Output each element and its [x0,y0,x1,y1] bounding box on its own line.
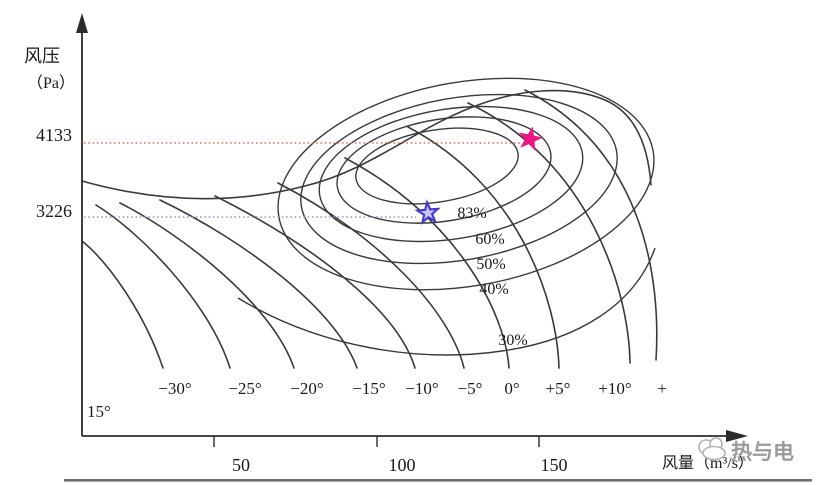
curve-minus-10 [214,195,416,369]
x-tick-label-50: 50 [232,455,250,475]
curve-plus-5 [407,126,560,369]
angle-label-minus-30: −30° [158,379,191,398]
blade-angle-labels: −30° −25° −20° −15° −10° −5° 0° +5° +10°… [87,379,667,421]
y-axis-unit: （Pa） [27,74,75,92]
curve-minus-20 [119,202,295,369]
label-50-percent: 50% [476,256,505,273]
bottom-divider [64,479,812,482]
y-axis-title: 风压 [24,46,60,66]
angle-label-plus-10: +10° [598,379,631,398]
contour-30 [237,247,656,356]
curve-minus-30 [81,240,164,369]
angle-label-15-wrapped: 15° [87,402,111,421]
y-value-4133: 4133 [36,125,72,145]
angle-label-minus-20: −20° [290,379,323,398]
angle-label-plus-5: +5° [546,379,571,398]
contour-50 [318,105,584,243]
curve-minus-15 [159,199,358,369]
angle-label-minus-10: −10° [405,379,438,398]
watermark: 热与电 [698,437,794,464]
angle-label-minus-15: −15° [352,379,385,398]
angle-label-0: 0° [504,379,519,398]
efficiency-contours [237,77,656,356]
x-axis-arrow-icon [726,430,748,442]
blade-angle-curves [81,89,658,369]
curve-minus-25 [95,204,231,369]
curve-minus-5 [277,182,465,369]
y-axis-arrow-icon [76,13,88,33]
curve-plus-15 [524,89,658,361]
angle-label-minus-5: −5° [458,379,483,398]
curve-plus-10 [467,102,631,364]
contour-83 [355,127,519,205]
contour-60 [336,116,552,224]
curve-0 [344,157,510,369]
contour-40a [300,93,618,265]
y-value-3226: 3226 [36,201,72,221]
watermark-text: 热与电 [731,440,794,464]
angle-label-minus-25: −25° [228,379,261,398]
envelope-curve [81,89,652,200]
angle-label-plus-sign: + [657,379,667,398]
x-tick-label-100: 100 [389,455,416,475]
x-axis-title: 风量（m³/s） [662,454,754,472]
label-83-percent: 83% [457,205,486,222]
label-30-percent: 30% [498,332,527,349]
watermark-cloud-icon [698,437,726,461]
efficiency-contour-labels: 83% 60% 50% 40% 30% [457,205,527,349]
label-40-percent: 40% [479,281,508,298]
operating-point-star-magenta [518,126,543,151]
label-60-percent: 60% [475,231,504,248]
x-tick-label-150: 150 [541,455,568,475]
operating-point-star-blue [414,199,441,225]
